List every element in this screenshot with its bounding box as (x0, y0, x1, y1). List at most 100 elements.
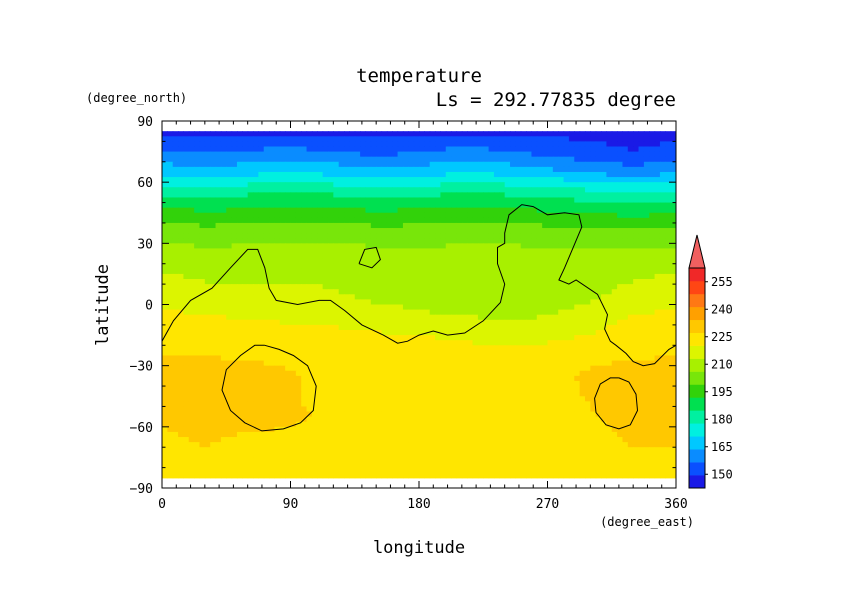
field-cell (536, 156, 543, 163)
field-cell (633, 294, 640, 301)
field-cell (654, 268, 661, 275)
field-cell (558, 329, 565, 336)
field-cell (419, 248, 425, 255)
field-cell (633, 319, 640, 326)
field-cell (627, 279, 634, 285)
field-cell (301, 177, 308, 183)
field-cell (279, 238, 286, 244)
field-cell (226, 345, 233, 351)
field-cell (333, 238, 340, 244)
field-cell (456, 375, 463, 382)
field-cell (167, 360, 174, 367)
field-cell (606, 314, 613, 321)
field-cell (429, 314, 436, 321)
field-cell (461, 365, 468, 372)
field-cell (547, 375, 554, 382)
field-cell (590, 380, 597, 387)
field-cell (638, 335, 645, 341)
field-cell (627, 289, 634, 295)
field-cell (338, 187, 345, 193)
field-cell (419, 304, 425, 311)
field-cell (665, 136, 672, 142)
field-cell (253, 258, 259, 265)
field-cell (386, 319, 393, 326)
field-cell (574, 233, 581, 239)
field-cell (670, 263, 676, 270)
field-cell (435, 187, 442, 193)
field-cell (194, 228, 201, 234)
field-cell (188, 253, 195, 260)
field-cell (654, 329, 661, 336)
field-cell (429, 391, 436, 397)
field-cell (526, 238, 533, 244)
field-cell (617, 171, 624, 178)
field-cell (520, 166, 527, 173)
field-cell (483, 187, 490, 193)
field-cell (488, 299, 495, 306)
field-cell (306, 263, 313, 270)
field-cell (231, 335, 238, 341)
field-cell (558, 294, 565, 301)
field-cell (333, 309, 340, 316)
field-cell (236, 360, 243, 367)
field-cell (338, 319, 345, 326)
field-cell (477, 279, 484, 285)
field-cell (376, 335, 383, 341)
field-cell (236, 304, 243, 311)
field-cell (440, 187, 447, 193)
field-cell (279, 273, 286, 280)
field-cell (392, 314, 399, 321)
field-cell (306, 187, 313, 193)
field-cell (493, 304, 500, 311)
field-cell (520, 192, 527, 199)
field-cell (649, 329, 656, 336)
field-cell (194, 289, 201, 295)
field-cell (435, 289, 442, 295)
field-cell (392, 375, 399, 382)
field-cell (456, 324, 463, 331)
field-cell (360, 171, 367, 178)
field-cell (477, 360, 484, 367)
field-cell (322, 309, 329, 316)
field-cell (445, 233, 452, 239)
field-cell (167, 222, 174, 229)
field-cell (381, 258, 388, 265)
field-cell (301, 309, 308, 316)
field-cell (499, 228, 506, 234)
field-cell (183, 365, 190, 372)
field-cell (333, 136, 340, 142)
field-cell (386, 350, 393, 357)
field-cell (659, 228, 666, 234)
field-cell (488, 355, 495, 362)
field-cell (183, 268, 190, 275)
field-cell (467, 228, 474, 234)
field-cell (659, 207, 666, 214)
field-cell (456, 131, 463, 137)
field-cell (526, 182, 533, 188)
field-cell (333, 268, 340, 275)
field-cell (381, 391, 388, 397)
field-cell (504, 360, 511, 367)
field-cell (493, 233, 500, 239)
field-cell (226, 279, 233, 285)
field-cell (488, 171, 495, 178)
field-cell (172, 192, 179, 199)
field-cell (488, 289, 495, 295)
field-cell (424, 171, 431, 178)
field-cell (606, 258, 613, 265)
field-cell (638, 329, 645, 336)
field-cell (493, 202, 500, 209)
field-cell (429, 238, 436, 244)
field-cell (536, 335, 543, 341)
field-cell (659, 141, 666, 148)
field-cell (483, 248, 490, 255)
field-cell (526, 192, 533, 199)
field-cell (665, 294, 672, 301)
field-cell (472, 243, 479, 250)
field-cell (242, 365, 249, 372)
field-cell (279, 365, 286, 372)
field-cell (601, 197, 607, 204)
field-cell (344, 299, 350, 306)
field-cell (247, 299, 254, 306)
field-cell (670, 289, 676, 295)
